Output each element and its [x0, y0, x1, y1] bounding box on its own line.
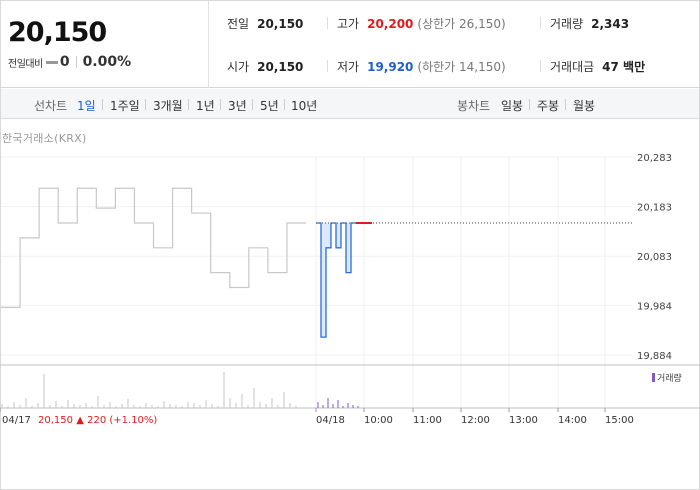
candle-monthly-button[interactable]: 월봉: [573, 99, 596, 113]
change-row: 전일대비 0 0.00%: [8, 54, 131, 70]
current-price: 20,150: [8, 17, 107, 48]
prev-day-date: 04/17: [2, 415, 31, 426]
prev-day-pct: (+1.10%): [109, 415, 158, 426]
today-series: [316, 222, 632, 338]
price-header: 20,150 전일대비 0 0.00% 전일 20,150 고가 20,200 …: [0, 0, 700, 88]
stat-prev-close: 전일 20,150: [227, 15, 303, 32]
period-3m-button[interactable]: 3개월: [153, 99, 183, 113]
x-label-time: 15:00: [605, 415, 634, 426]
no-change-icon: [45, 60, 58, 64]
stat-high: 고가 20,200 (상한가 26,150): [337, 15, 506, 32]
price-summary: 20,150 전일대비 0 0.00%: [0, 0, 209, 88]
volume-legend-label: 거래량: [657, 374, 682, 384]
today-path: [316, 222, 356, 338]
period-5y-button[interactable]: 5년: [260, 99, 279, 113]
divider: [529, 99, 530, 110]
stat-value: 20,150: [257, 60, 304, 74]
x-label-time: 10:00: [364, 415, 393, 426]
period-3y-button[interactable]: 3년: [228, 99, 247, 113]
prev-day-path: [1, 187, 306, 308]
divider: [540, 60, 541, 72]
chart-grid: [0, 156, 700, 412]
volume-legend: 거래량: [652, 371, 682, 384]
period-10y-button[interactable]: 10년: [291, 99, 318, 113]
y-tick-label: 20,183: [637, 203, 672, 214]
stat-value: 47 백만: [602, 60, 646, 74]
change-value: 0: [59, 54, 70, 70]
change-label: 전일대비: [8, 58, 43, 70]
line-chart-label: 선차트: [34, 99, 68, 113]
prev-day-line: [1, 187, 306, 308]
stat-value: 2,343: [591, 17, 630, 31]
y-tick-label: 20,283: [637, 153, 672, 164]
stat-label: 시가: [227, 60, 250, 74]
stat-low: 저가 19,920 (하한가 14,150): [337, 58, 506, 75]
stat-value: 20,200: [367, 17, 414, 31]
period-1y-button[interactable]: 1년: [196, 99, 215, 113]
period-1w-button[interactable]: 1주일: [110, 99, 140, 113]
up-arrow-icon: ▲: [76, 415, 84, 426]
stat-value: 20,150: [257, 17, 304, 31]
candle-chart-label: 봉차트: [457, 99, 491, 113]
divider: [75, 56, 77, 68]
chart-toolbar: 선차트 1일 1주일 3개월 1년 3년 5년 10년 봉차트 일봉 주봉 월봉: [1, 89, 699, 119]
y-tick-label: 19,884: [637, 351, 672, 362]
stat-label: 거래대금: [550, 60, 595, 74]
prev-day-change: 220: [87, 415, 107, 426]
period-1d-button[interactable]: 1일: [77, 99, 96, 113]
prev-day-info: 04/17 20,150 ▲ 220 (+1.10%): [2, 415, 157, 426]
y-axis: 20,283 20,183 20,083 19,984 19,884: [637, 153, 672, 362]
stat-label: 고가: [337, 17, 360, 31]
prev-day-close: 20,150: [38, 415, 74, 426]
x-label-time: 12:00: [461, 415, 490, 426]
y-tick-label: 20,083: [637, 252, 672, 263]
x-label-date: 04/18: [316, 415, 345, 426]
stat-label: 전일: [227, 17, 250, 31]
candle-weekly-button[interactable]: 주봉: [537, 99, 560, 113]
exchange-label: 한국거래소(KRX): [2, 132, 87, 145]
divider: [565, 99, 566, 110]
divider: [284, 99, 285, 110]
divider: [327, 60, 328, 72]
divider: [252, 99, 253, 110]
divider: [327, 17, 328, 29]
stat-amount: 거래대금 47 백만: [550, 58, 645, 75]
stat-open: 시가 20,150: [227, 58, 303, 75]
stat-volume: 거래량 2,343: [550, 15, 629, 32]
divider: [188, 99, 189, 110]
divider: [102, 99, 103, 110]
change-percent: 0.00%: [82, 54, 132, 70]
x-label-time: 11:00: [413, 415, 442, 426]
lower-limit: (하한가 14,150): [417, 60, 506, 74]
x-label-time: 13:00: [509, 415, 538, 426]
upper-limit: (상한가 26,150): [417, 17, 506, 31]
divider: [220, 99, 221, 110]
volume-bars: [1, 372, 359, 408]
y-tick-label: 19,984: [637, 301, 672, 312]
stat-label: 거래량: [550, 17, 584, 31]
stat-value: 19,920: [367, 60, 414, 74]
stat-label: 저가: [337, 60, 360, 74]
candle-daily-button[interactable]: 일봉: [501, 99, 524, 113]
divider: [145, 99, 146, 110]
divider: [540, 17, 541, 29]
price-stats: 전일 20,150 고가 20,200 (상한가 26,150) 거래량 2,3…: [210, 0, 700, 88]
x-label-time: 14:00: [558, 415, 587, 426]
volume-legend-swatch: [652, 373, 655, 382]
